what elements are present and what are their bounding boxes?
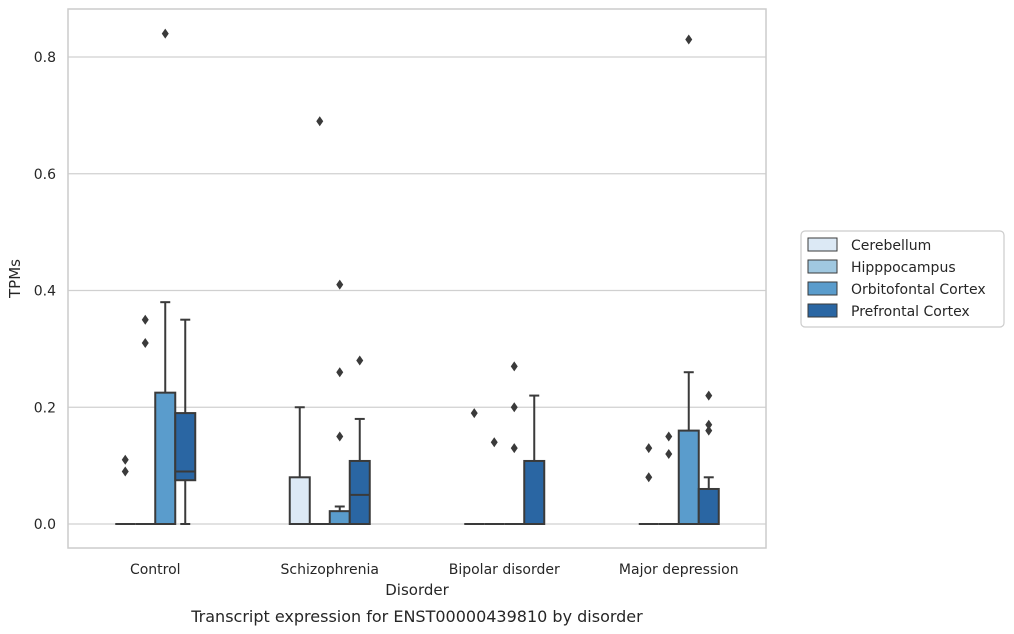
box-body [523,459,546,525]
box-2-3 [677,34,700,526]
box-2-1 [328,279,351,526]
x-tick-label: Schizophrenia [281,562,379,578]
legend: Cerebellum Hipppocampus Orbitofontal Corte… [800,230,1005,328]
legend-swatch [807,303,838,318]
outlier-point [510,443,518,454]
outlier-point [141,338,149,349]
x-tick-label: Major depression [619,562,739,578]
x-tick-label: Control [130,562,181,578]
outlier-point [665,431,673,442]
outlier-point [685,34,693,45]
outlier-point [141,314,149,325]
box-0-3 [638,443,659,525]
box-body [677,429,700,526]
box-3-2 [523,394,546,525]
outlier-point [470,408,478,419]
y-tick-label: 0.6 [34,167,56,183]
y-axis-label: TPMs [6,259,24,299]
outlier-point [336,431,344,442]
outlier-point [510,361,518,372]
box-0-1 [288,406,311,525]
outlier-point [490,437,498,448]
legend-swatch [807,281,838,296]
legend-label: Cerebellum [851,238,931,254]
box-2-2 [504,361,525,525]
box-body [328,510,351,526]
box-1-3 [658,431,679,525]
legend-label: Prefrontal Cortex [851,304,970,320]
outlier-point [336,367,344,378]
y-tick-label: 0.8 [34,50,56,66]
box-body [697,487,720,526]
outlier-point [645,472,653,483]
outlier-point [645,443,653,454]
legend-frame [800,230,1005,328]
x-tick-label: Bipolar disorder [449,562,560,578]
box-body [154,391,177,525]
y-tick-label: 0.0 [34,517,56,533]
outlier-point [121,466,129,477]
legend-swatch [807,259,838,274]
box-body [288,476,311,525]
outlier-point [161,28,169,39]
x-axis-label: Disorder [385,581,449,599]
box-1-1 [309,116,330,525]
outlier-point [705,419,713,430]
box-3-1 [348,355,371,525]
chart-caption: Transcript expression for ENST0000043981… [190,607,643,626]
plot-frame [67,8,767,549]
legend-swatch [807,237,838,252]
outlier-point [316,116,324,127]
y-tick-label: 0.2 [34,400,56,416]
outlier-point [336,279,344,290]
box-3-0 [174,318,197,525]
box-0-0 [115,454,136,525]
outlier-point [356,355,364,366]
outlier-point [705,390,713,401]
box-body [348,459,371,525]
box-1-0 [135,314,156,525]
box-body [174,412,197,482]
legend-label: Orbitofontal Cortex [851,282,986,298]
outlier-point [510,402,518,413]
y-tick-label: 0.4 [34,284,56,300]
box-3-3 [697,390,720,526]
legend-label: Hipppocampus [851,260,956,276]
box-2-0 [154,28,177,525]
box-1-2 [484,437,505,525]
box-0-2 [464,408,485,525]
outlier-point [665,448,673,459]
outlier-point [121,454,129,465]
outlier-point [705,425,713,436]
